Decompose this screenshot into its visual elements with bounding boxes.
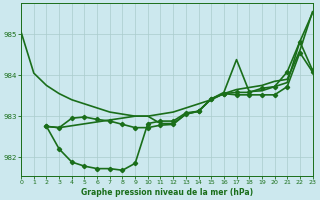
X-axis label: Graphe pression niveau de la mer (hPa): Graphe pression niveau de la mer (hPa) bbox=[81, 188, 253, 197]
